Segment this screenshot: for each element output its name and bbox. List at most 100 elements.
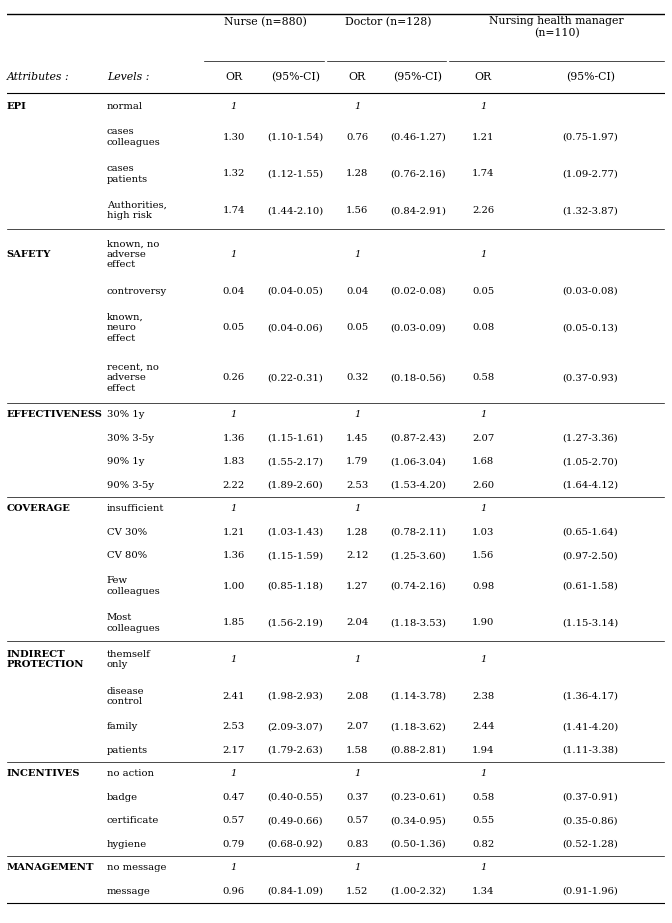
Text: 0.83: 0.83 <box>346 840 368 848</box>
Text: 1: 1 <box>230 504 237 513</box>
Text: INDIRECT
PROTECTION: INDIRECT PROTECTION <box>7 650 84 669</box>
Text: 2.41: 2.41 <box>222 692 245 701</box>
Text: (0.76-2.16): (0.76-2.16) <box>390 170 446 178</box>
Text: 2.12: 2.12 <box>346 551 368 560</box>
Text: 90% 3-5y: 90% 3-5y <box>107 481 154 490</box>
Text: 1: 1 <box>480 411 487 419</box>
Text: (1.18-3.62): (1.18-3.62) <box>390 722 446 731</box>
Text: 1.90: 1.90 <box>472 618 495 628</box>
Text: 1: 1 <box>354 504 360 513</box>
Text: 0.58: 0.58 <box>472 793 495 802</box>
Text: OR: OR <box>225 72 243 82</box>
Text: (1.53-4.20): (1.53-4.20) <box>390 481 446 490</box>
Text: 2.07: 2.07 <box>472 434 495 443</box>
Text: cases
colleagues: cases colleagues <box>107 127 161 147</box>
Text: 1.28: 1.28 <box>346 528 368 537</box>
Text: 1: 1 <box>480 769 487 778</box>
Text: 1.21: 1.21 <box>222 528 245 537</box>
Text: 0.05: 0.05 <box>346 323 368 332</box>
Text: 0.96: 0.96 <box>223 887 245 895</box>
Text: 0.47: 0.47 <box>222 793 245 802</box>
Text: (1.56-2.19): (1.56-2.19) <box>267 618 323 628</box>
Text: 0.57: 0.57 <box>223 816 245 825</box>
Text: (0.23-0.61): (0.23-0.61) <box>390 793 446 802</box>
Text: (0.61-1.58): (0.61-1.58) <box>562 581 618 591</box>
Text: 2.38: 2.38 <box>472 692 495 701</box>
Text: 1.32: 1.32 <box>222 170 245 178</box>
Text: (0.35-0.86): (0.35-0.86) <box>562 816 618 825</box>
Text: (0.34-0.95): (0.34-0.95) <box>390 816 446 825</box>
Text: 1.36: 1.36 <box>223 551 245 560</box>
Text: (1.00-2.32): (1.00-2.32) <box>390 887 446 895</box>
Text: EPI: EPI <box>7 102 27 112</box>
Text: (2.09-3.07): (2.09-3.07) <box>267 722 323 731</box>
Text: 0.04: 0.04 <box>222 286 245 295</box>
Text: 1.74: 1.74 <box>222 206 245 215</box>
Text: (0.78-2.11): (0.78-2.11) <box>390 528 446 537</box>
Text: (1.03-1.43): (1.03-1.43) <box>267 528 323 537</box>
Text: (0.65-1.64): (0.65-1.64) <box>562 528 618 537</box>
Text: CV 80%: CV 80% <box>107 551 147 560</box>
Text: (1.09-2.77): (1.09-2.77) <box>562 170 618 178</box>
Text: (0.04-0.06): (0.04-0.06) <box>267 323 323 332</box>
Text: 0.08: 0.08 <box>472 323 495 332</box>
Text: 1.52: 1.52 <box>346 887 368 895</box>
Text: disease
control: disease control <box>107 687 144 706</box>
Text: (0.74-2.16): (0.74-2.16) <box>390 581 446 591</box>
Text: 90% 1y: 90% 1y <box>107 457 144 466</box>
Text: 1: 1 <box>354 863 360 872</box>
Text: (0.18-0.56): (0.18-0.56) <box>390 374 446 382</box>
Text: 1.94: 1.94 <box>472 746 495 755</box>
Text: recent, no
adverse
effect: recent, no adverse effect <box>107 363 159 393</box>
Text: (1.79-2.63): (1.79-2.63) <box>267 746 323 755</box>
Text: known,
neuro
effect: known, neuro effect <box>107 313 144 342</box>
Text: (0.97-2.50): (0.97-2.50) <box>562 551 618 560</box>
Text: (95%-CI): (95%-CI) <box>566 72 615 82</box>
Text: 1.56: 1.56 <box>346 206 368 215</box>
Text: (0.87-2.43): (0.87-2.43) <box>390 434 446 443</box>
Text: 0.79: 0.79 <box>223 840 245 848</box>
Text: MANAGEMENT: MANAGEMENT <box>7 863 94 872</box>
Text: (1.10-1.54): (1.10-1.54) <box>267 133 324 141</box>
Text: (0.52-1.28): (0.52-1.28) <box>562 840 618 848</box>
Text: Nurse (n=880): Nurse (n=880) <box>224 17 307 27</box>
Text: 0.04: 0.04 <box>346 286 368 295</box>
Text: 2.08: 2.08 <box>346 692 368 701</box>
Text: family: family <box>107 722 138 731</box>
Text: 1: 1 <box>230 769 237 778</box>
Text: 1.34: 1.34 <box>472 887 495 895</box>
Text: 1.56: 1.56 <box>472 551 495 560</box>
Text: insufficient: insufficient <box>107 504 164 513</box>
Text: 2.53: 2.53 <box>346 481 368 490</box>
Text: (1.15-1.61): (1.15-1.61) <box>267 434 323 443</box>
Text: 0.55: 0.55 <box>472 816 495 825</box>
Text: (0.88-2.81): (0.88-2.81) <box>390 746 446 755</box>
Text: 1.03: 1.03 <box>472 528 495 537</box>
Text: 1: 1 <box>354 250 360 258</box>
Text: 0.32: 0.32 <box>346 374 368 382</box>
Text: (1.36-4.17): (1.36-4.17) <box>562 692 618 701</box>
Text: 1: 1 <box>354 655 360 665</box>
Text: Few
colleagues: Few colleagues <box>107 576 161 595</box>
Text: 0.57: 0.57 <box>346 816 368 825</box>
Text: (1.14-3.78): (1.14-3.78) <box>390 692 446 701</box>
Text: (0.05-0.13): (0.05-0.13) <box>562 323 618 332</box>
Text: 0.05: 0.05 <box>223 323 245 332</box>
Text: (0.84-1.09): (0.84-1.09) <box>267 887 323 895</box>
Text: (1.15-3.14): (1.15-3.14) <box>562 618 619 628</box>
Text: Levels :: Levels : <box>107 72 149 82</box>
Text: (0.46-1.27): (0.46-1.27) <box>390 133 446 141</box>
Text: 1.83: 1.83 <box>222 457 245 466</box>
Text: (1.89-2.60): (1.89-2.60) <box>267 481 323 490</box>
Text: Nursing health manager
(n=110): Nursing health manager (n=110) <box>489 17 624 39</box>
Text: (1.44-2.10): (1.44-2.10) <box>267 206 324 215</box>
Text: no message: no message <box>107 863 167 872</box>
Text: (0.37-0.91): (0.37-0.91) <box>562 793 618 802</box>
Text: (0.49-0.66): (0.49-0.66) <box>267 816 323 825</box>
Text: (95%-CI): (95%-CI) <box>271 72 320 82</box>
Text: (1.11-3.38): (1.11-3.38) <box>562 746 619 755</box>
Text: (1.27-3.36): (1.27-3.36) <box>562 434 618 443</box>
Text: badge: badge <box>107 793 138 802</box>
Text: normal: normal <box>107 102 143 112</box>
Text: message: message <box>107 887 151 895</box>
